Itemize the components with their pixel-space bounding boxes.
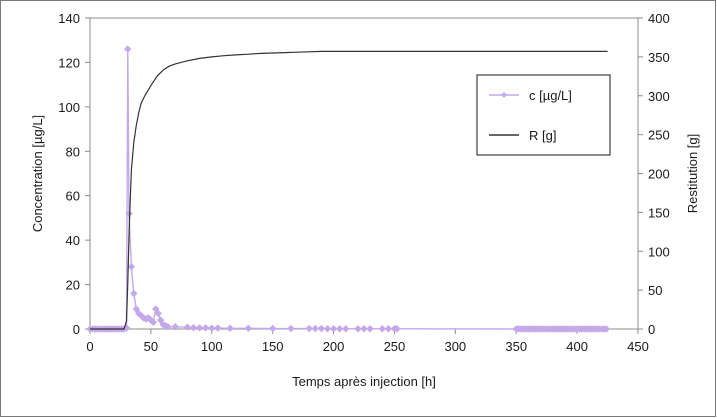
y-axis-right-label: Restitution [g] — [685, 134, 700, 214]
x-tick-label: 450 — [627, 339, 649, 354]
data-point — [393, 325, 401, 333]
legend-label: R [g] — [529, 128, 556, 143]
data-point — [124, 45, 132, 53]
y-left-tick-label: 80 — [66, 144, 80, 159]
y-left-tick-label: 140 — [58, 11, 80, 26]
data-point — [384, 325, 393, 333]
data-point — [214, 324, 222, 332]
plot-area — [89, 17, 639, 330]
series-layer — [86, 45, 611, 333]
x-tick-label: 50 — [144, 339, 158, 354]
legend: c [µg/L] R [g] — [476, 74, 611, 156]
y-left-tick-label: 60 — [66, 189, 80, 204]
y-right-tick-label: 50 — [648, 283, 662, 298]
y-right-tick-label: 100 — [648, 244, 670, 259]
data-point — [195, 324, 204, 332]
data-point — [125, 209, 133, 218]
data-point — [183, 323, 192, 331]
data-point — [156, 316, 165, 324]
data-point — [329, 325, 338, 333]
data-point — [171, 323, 179, 331]
data-point — [208, 324, 216, 332]
y-right-tick-label: 200 — [648, 167, 670, 182]
data-point — [360, 325, 368, 333]
y-right-tick-label: 350 — [648, 50, 670, 65]
data-point — [149, 318, 158, 327]
data-point — [317, 324, 326, 333]
data-point — [378, 325, 386, 333]
y-right-tick-label: 0 — [648, 322, 655, 337]
x-tick-label: 0 — [86, 339, 93, 354]
x-tick-label: 400 — [566, 339, 588, 354]
plot-border — [89, 17, 639, 330]
y-right-tick-label: 300 — [648, 89, 670, 104]
y-left-tick-label: 20 — [66, 278, 80, 293]
data-point — [130, 289, 138, 298]
series-line-1 — [90, 50, 608, 330]
data-point — [201, 324, 210, 332]
x-tick-label: 250 — [384, 339, 406, 354]
axes: 0 50 100 150 200 250 300 350 400 450 0 20 40 60 80 100 1… — [58, 11, 669, 354]
y-right-tick-label: 250 — [648, 128, 670, 143]
data-point — [189, 323, 198, 332]
legend-box — [476, 74, 611, 156]
data-point — [226, 324, 234, 333]
data-point — [287, 324, 295, 333]
y-right-tick-label: 150 — [648, 205, 670, 220]
x-tick-label: 300 — [444, 339, 466, 354]
data-point — [602, 325, 611, 333]
data-point — [152, 305, 160, 313]
data-point — [366, 325, 374, 333]
y-left-tick-label: 120 — [58, 55, 80, 70]
x-tick-label: 350 — [505, 339, 527, 354]
x-tick-label: 100 — [201, 339, 223, 354]
data-point — [305, 324, 313, 333]
data-point — [132, 305, 140, 313]
x-axis-label: Temps après injection [h] — [292, 374, 436, 389]
legend-label: c [µg/L] — [529, 88, 572, 103]
y-left-tick-label: 0 — [73, 322, 80, 337]
data-point — [342, 325, 350, 333]
data-point — [244, 324, 253, 333]
data-point — [323, 325, 332, 333]
data-point — [127, 263, 136, 271]
data-point — [354, 325, 362, 333]
data-point — [164, 323, 172, 331]
data-point — [268, 324, 277, 333]
data-point — [311, 324, 319, 333]
y-left-tick-label: 40 — [66, 233, 80, 248]
y-right-tick-label: 400 — [648, 11, 670, 26]
y-left-tick-label: 100 — [58, 100, 80, 115]
y-axis-left-label: Concentration [µg/L] — [30, 115, 45, 232]
x-tick-label: 200 — [323, 339, 345, 354]
legend-marker — [501, 92, 507, 98]
x-tick-label: 150 — [262, 339, 284, 354]
data-point — [154, 309, 162, 318]
data-point — [335, 325, 344, 333]
